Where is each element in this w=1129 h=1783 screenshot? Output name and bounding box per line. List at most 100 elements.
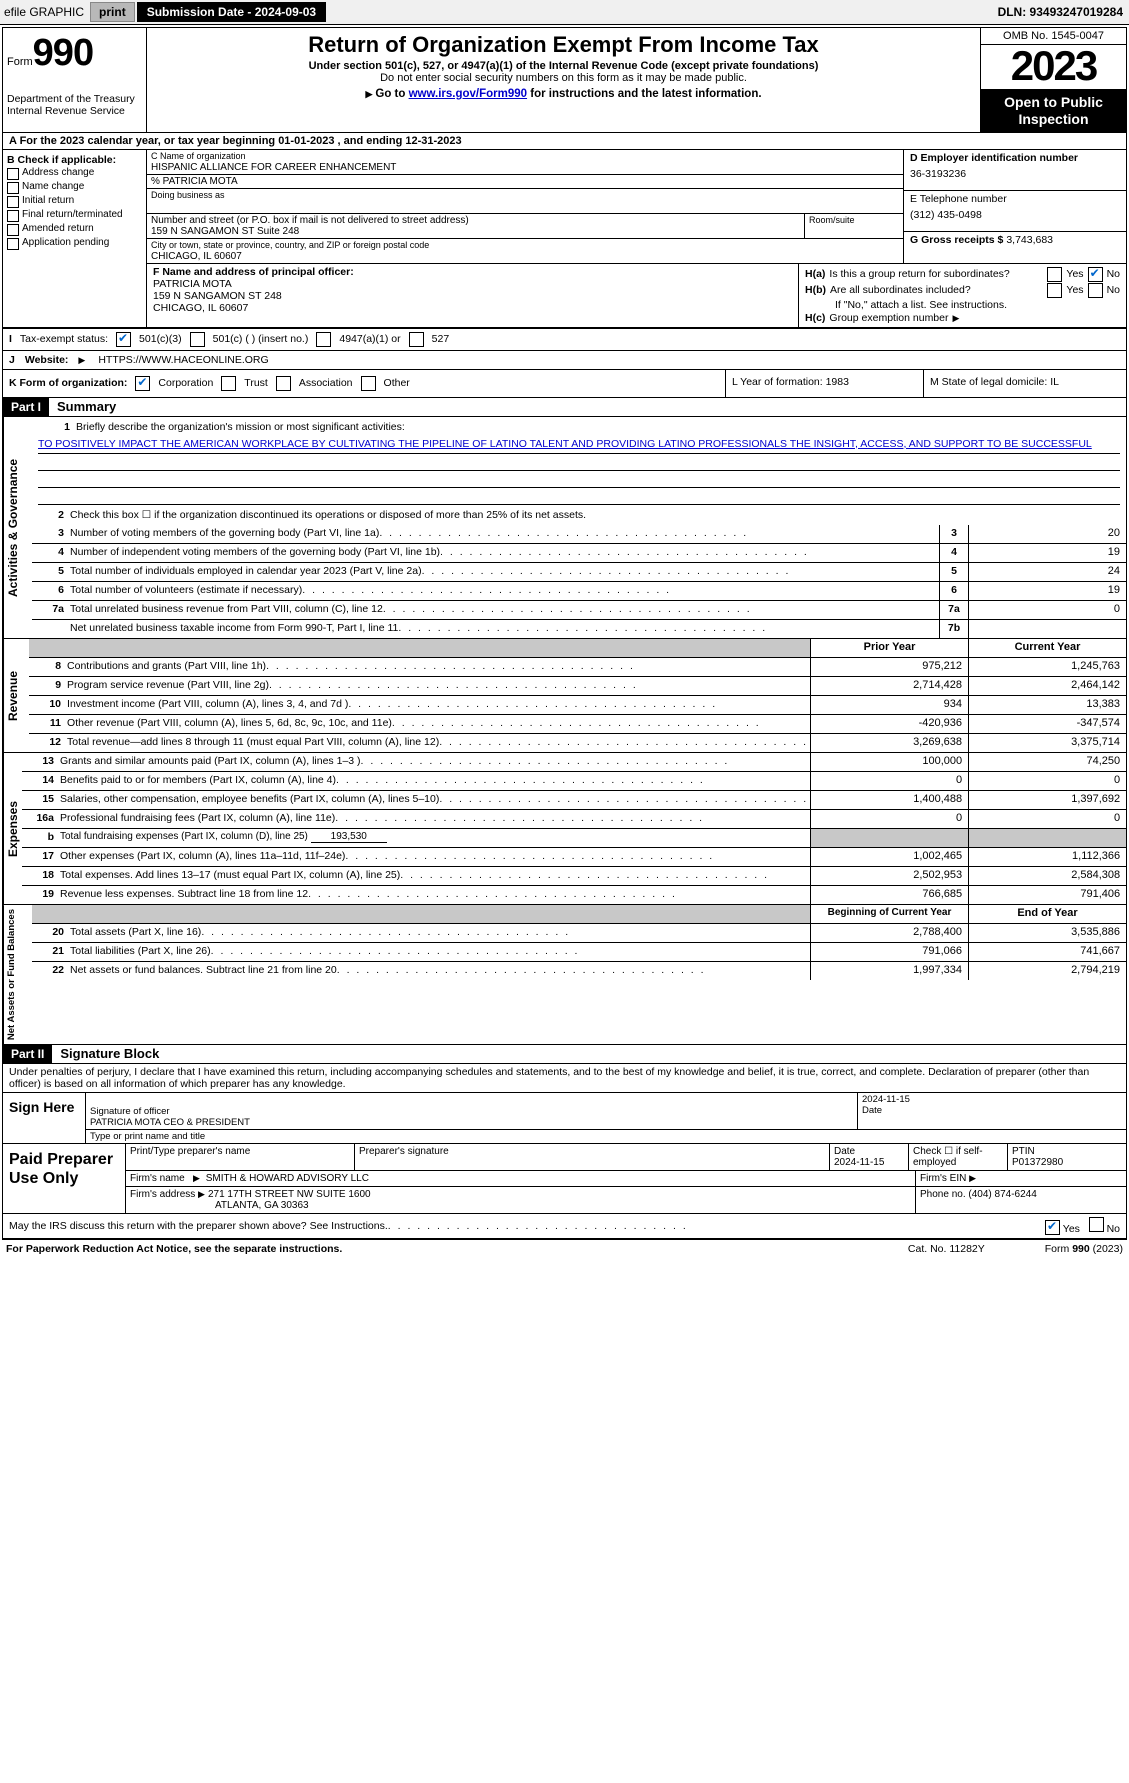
page-footer: For Paperwork Reduction Act Notice, see … <box>0 1240 1129 1258</box>
hb-note: If "No," attach a list. See instructions… <box>805 299 1120 311</box>
form-title: Return of Organization Exempt From Incom… <box>153 32 974 58</box>
ha-no[interactable] <box>1088 267 1103 282</box>
header-mid: Return of Organization Exempt From Incom… <box>147 28 980 132</box>
ssn-note: Do not enter social security numbers on … <box>153 72 974 84</box>
gross-label: G Gross receipts $ <box>910 234 1003 246</box>
vtab-gov: Activities & Governance <box>3 417 32 638</box>
street-address: 159 N SANGAMON ST Suite 248 <box>151 226 299 237</box>
val-7a: 0 <box>968 601 1126 619</box>
vtab-exp: Expenses <box>3 753 22 904</box>
row-i-status: ITax-exempt status: 501(c)(3) 501(c) ( )… <box>3 328 1126 351</box>
exp-block: Expenses 13Grants and similar amounts pa… <box>3 753 1126 905</box>
year-formation: L Year of formation: 1983 <box>725 370 923 397</box>
irs-link[interactable]: www.irs.gov/Form990 <box>409 88 527 100</box>
dba-label: Doing business as <box>151 190 225 200</box>
cb-4947[interactable] <box>316 332 331 347</box>
ein-value: 36-3193236 <box>910 168 1120 180</box>
ha-yes[interactable] <box>1047 267 1062 282</box>
gov-block: Activities & Governance 1Briefly describ… <box>3 417 1126 639</box>
val-7b <box>968 620 1126 638</box>
mission-text[interactable]: TO POSITIVELY IMPACT THE AMERICAN WORKPL… <box>38 438 1092 450</box>
officer-addr2: CHICAGO, IL 60607 <box>153 302 248 314</box>
row-a-period: A For the 2023 calendar year, or tax yea… <box>3 133 1126 150</box>
state-domicile: M State of legal domicile: IL <box>923 370 1126 397</box>
cb-assoc[interactable] <box>276 376 291 391</box>
city-state-zip: CHICAGO, IL 60607 <box>151 251 242 262</box>
efile-label: efile GRAPHIC <box>0 3 88 21</box>
irs-label: Internal Revenue Service <box>7 105 142 117</box>
col-c-org: C Name of organizationHISPANIC ALLIANCE … <box>147 150 904 263</box>
penalties-text: Under penalties of perjury, I declare th… <box>3 1064 1126 1093</box>
website-url: HTTPS://WWW.HACEONLINE.ORG <box>98 354 268 366</box>
cb-527[interactable] <box>409 332 424 347</box>
officer-addr1: 159 N SANGAMON ST 248 <box>153 290 282 302</box>
part1-header: Part I Summary <box>3 398 1126 417</box>
header-right: OMB No. 1545-0047 2023 Open to Public In… <box>980 28 1126 132</box>
cb-amended[interactable]: Amended return <box>7 223 142 236</box>
section-b-g: B Check if applicable: Address change Na… <box>3 150 1126 328</box>
form-label: Form <box>7 56 33 68</box>
officer-name: PATRICIA MOTA <box>153 278 232 290</box>
cb-initial-return[interactable]: Initial return <box>7 195 142 208</box>
rev-block: Revenue Prior YearCurrent Year 8Contribu… <box>3 639 1126 753</box>
tax-year: 2023 <box>981 45 1126 90</box>
cb-501c[interactable] <box>190 332 205 347</box>
open-public: Open to Public Inspection <box>981 90 1126 132</box>
hb-no[interactable] <box>1088 283 1103 298</box>
cb-corp[interactable] <box>135 376 150 391</box>
top-bar: efile GRAPHIC print Submission Date - 20… <box>0 0 1129 25</box>
row-klm: K Form of organization: Corporation Trus… <box>3 370 1126 398</box>
col-b-checkboxes: B Check if applicable: Address change Na… <box>3 150 147 327</box>
sign-section: Sign Here Signature of officerPATRICIA M… <box>3 1093 1126 1144</box>
discuss-no[interactable] <box>1089 1217 1104 1232</box>
col-cde: C Name of organizationHISPANIC ALLIANCE … <box>147 150 1126 327</box>
discuss-row: May the IRS discuss this return with the… <box>3 1214 1126 1239</box>
phone-value: (312) 435-0498 <box>910 209 1120 221</box>
form-number: 990 <box>33 32 93 74</box>
vtab-net: Net Assets or Fund Balances <box>3 905 32 1044</box>
form-subtitle: Under section 501(c), 527, or 4947(a)(1)… <box>153 60 974 72</box>
discuss-yes[interactable] <box>1045 1220 1060 1235</box>
form-container: Form990 Department of the Treasury Inter… <box>2 27 1127 1240</box>
val-4: 19 <box>968 544 1126 562</box>
submission-date: Submission Date - 2024-09-03 <box>137 2 326 22</box>
room-label: Room/suite <box>805 214 903 238</box>
ein-label: D Employer identification number <box>910 152 1120 164</box>
city-label: City or town, state or province, country… <box>151 240 429 250</box>
c-name-label: C Name of organization <box>151 151 246 161</box>
paid-preparer-section: Paid Preparer Use Only Print/Type prepar… <box>3 1144 1126 1214</box>
print-button[interactable]: print <box>90 2 135 22</box>
dln-label: DLN: 93493247019284 <box>998 5 1129 19</box>
part2-header: Part II Signature Block <box>3 1045 1126 1064</box>
header-left: Form990 Department of the Treasury Inter… <box>3 28 147 132</box>
cb-app-pending[interactable]: Application pending <box>7 237 142 250</box>
org-name: HISPANIC ALLIANCE FOR CAREER ENHANCEMENT <box>151 162 396 173</box>
hb-yes[interactable] <box>1047 283 1062 298</box>
b-label: B Check if applicable: <box>7 154 142 166</box>
col-de: D Employer identification number 36-3193… <box>904 150 1126 263</box>
cb-501c3[interactable] <box>116 332 131 347</box>
cb-name-change[interactable]: Name change <box>7 181 142 194</box>
cb-final-return[interactable]: Final return/terminated <box>7 209 142 222</box>
form-header: Form990 Department of the Treasury Inter… <box>3 28 1126 133</box>
dept-treasury: Department of the Treasury <box>7 93 142 105</box>
line-2: Check this box ☐ if the organization dis… <box>68 507 1126 525</box>
f-label: F Name and address of principal officer: <box>153 266 354 278</box>
paid-title: Paid Preparer Use Only <box>3 1144 126 1213</box>
cb-other[interactable] <box>361 376 376 391</box>
val-6: 19 <box>968 582 1126 600</box>
vtab-rev: Revenue <box>3 639 29 752</box>
cb-trust[interactable] <box>221 376 236 391</box>
row-j-website: JWebsite: HTTPS://WWW.HACEONLINE.ORG <box>3 351 1126 370</box>
col-h-group: H(a)Is this a group return for subordina… <box>799 264 1126 327</box>
goto-line: Go to www.irs.gov/Form990 for instructio… <box>153 88 974 100</box>
val-5: 24 <box>968 563 1126 581</box>
care-of: % PATRICIA MOTA <box>147 175 903 189</box>
addr-label: Number and street (or P.O. box if mail i… <box>151 215 469 226</box>
val-3: 20 <box>968 525 1126 543</box>
phone-label: E Telephone number <box>910 193 1120 205</box>
row-fh: F Name and address of principal officer:… <box>147 264 1126 327</box>
net-block: Net Assets or Fund Balances Beginning of… <box>3 905 1126 1045</box>
sign-here-label: Sign Here <box>3 1093 86 1143</box>
cb-address-change[interactable]: Address change <box>7 167 142 180</box>
